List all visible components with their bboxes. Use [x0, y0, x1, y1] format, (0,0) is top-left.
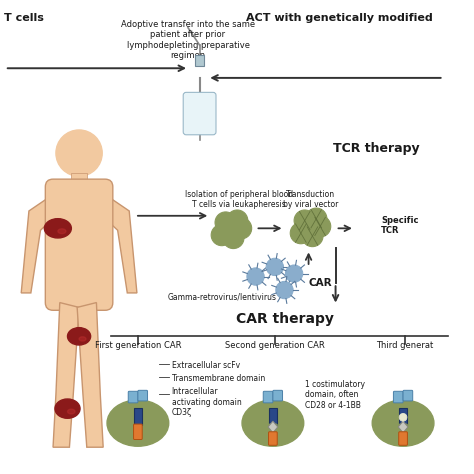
FancyBboxPatch shape: [46, 179, 113, 310]
Text: Isolation of peripheral blood
T cells via leukapheresis: Isolation of peripheral blood T cells vi…: [185, 190, 293, 209]
Circle shape: [247, 268, 264, 285]
Text: ACT with genetically modified: ACT with genetically modified: [246, 13, 433, 23]
FancyBboxPatch shape: [183, 92, 216, 135]
Polygon shape: [102, 197, 137, 293]
Ellipse shape: [372, 400, 434, 446]
Polygon shape: [53, 302, 79, 447]
Ellipse shape: [67, 328, 91, 345]
FancyBboxPatch shape: [195, 55, 204, 66]
Text: CAR therapy: CAR therapy: [236, 312, 333, 326]
Text: T cells: T cells: [4, 13, 44, 23]
FancyBboxPatch shape: [399, 408, 408, 425]
Circle shape: [276, 282, 293, 299]
FancyBboxPatch shape: [393, 391, 403, 403]
FancyBboxPatch shape: [269, 408, 277, 425]
Circle shape: [290, 222, 311, 244]
FancyBboxPatch shape: [134, 424, 142, 439]
Ellipse shape: [242, 400, 304, 446]
Polygon shape: [268, 421, 278, 433]
FancyBboxPatch shape: [399, 432, 408, 445]
Text: Specific
TCR: Specific TCR: [381, 216, 419, 235]
Polygon shape: [77, 302, 103, 447]
Text: Gamma-retrovirus/lentivirus: Gamma-retrovirus/lentivirus: [167, 293, 276, 302]
Circle shape: [215, 212, 236, 233]
Circle shape: [56, 130, 102, 176]
FancyBboxPatch shape: [134, 408, 142, 425]
Text: Extracellular scFv: Extracellular scFv: [172, 361, 240, 370]
FancyBboxPatch shape: [128, 391, 138, 403]
Text: Transmembrane domain: Transmembrane domain: [172, 374, 265, 383]
Ellipse shape: [55, 399, 80, 418]
Circle shape: [266, 258, 283, 275]
Circle shape: [227, 210, 248, 231]
Polygon shape: [398, 421, 408, 433]
Text: Third generat: Third generat: [376, 341, 434, 350]
Ellipse shape: [58, 229, 66, 234]
Circle shape: [285, 265, 303, 283]
Ellipse shape: [107, 400, 169, 446]
Text: First generation CAR: First generation CAR: [95, 341, 181, 350]
Text: CAR: CAR: [308, 278, 332, 289]
FancyBboxPatch shape: [269, 424, 277, 439]
Circle shape: [211, 225, 232, 246]
Polygon shape: [21, 197, 56, 293]
Text: Second generation CAR: Second generation CAR: [225, 341, 325, 350]
Circle shape: [230, 218, 252, 239]
FancyBboxPatch shape: [403, 390, 413, 401]
Text: 1 costimulatory
domain, often
CD28 or 4-1BB: 1 costimulatory domain, often CD28 or 4-…: [305, 380, 365, 410]
Circle shape: [223, 228, 244, 248]
FancyBboxPatch shape: [399, 424, 408, 439]
FancyBboxPatch shape: [269, 432, 277, 445]
Ellipse shape: [45, 219, 72, 238]
Text: Adoptive transfer into the same
patient after prior
lymphodepleting preparative
: Adoptive transfer into the same patient …: [121, 20, 255, 60]
Circle shape: [399, 413, 407, 421]
Circle shape: [306, 208, 327, 229]
Text: TCR therapy: TCR therapy: [333, 142, 419, 155]
FancyBboxPatch shape: [263, 391, 273, 403]
Circle shape: [302, 226, 323, 246]
Ellipse shape: [79, 337, 86, 341]
Text: Transduction
by viral vector: Transduction by viral vector: [283, 190, 338, 209]
FancyBboxPatch shape: [138, 390, 147, 401]
FancyBboxPatch shape: [273, 390, 283, 401]
Text: Intracellular
activating domain
CD3ζ: Intracellular activating domain CD3ζ: [172, 387, 241, 417]
Circle shape: [294, 210, 315, 231]
FancyBboxPatch shape: [72, 173, 87, 187]
Circle shape: [310, 216, 331, 237]
Ellipse shape: [67, 409, 75, 414]
